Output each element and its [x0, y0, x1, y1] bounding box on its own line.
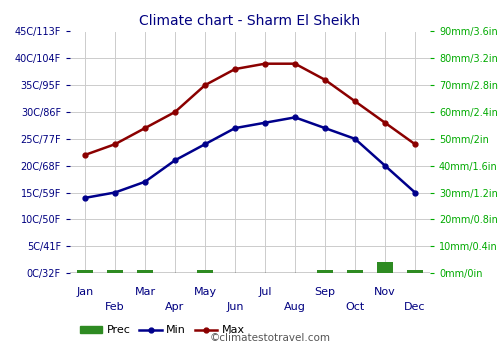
Text: Apr: Apr [166, 302, 184, 312]
Text: Jan: Jan [76, 287, 94, 298]
Text: Sep: Sep [314, 287, 336, 298]
Text: Oct: Oct [346, 302, 364, 312]
Bar [407, 270, 423, 273]
Text: ©climatestotravel.com: ©climatestotravel.com [210, 333, 331, 343]
Text: Aug: Aug [284, 302, 306, 312]
Text: Nov: Nov [374, 287, 396, 298]
Text: Dec: Dec [404, 302, 426, 312]
Bar [377, 262, 393, 273]
Text: Mar: Mar [134, 287, 156, 298]
Legend: Prec, Min, Max: Prec, Min, Max [76, 321, 249, 340]
Text: Feb: Feb [105, 302, 125, 312]
Text: Jun: Jun [226, 302, 244, 312]
Bar [317, 270, 333, 273]
Bar [77, 270, 93, 273]
Bar [107, 270, 123, 273]
Bar [137, 270, 153, 273]
Title: Climate chart - Sharm El Sheikh: Climate chart - Sharm El Sheikh [140, 14, 360, 28]
Text: May: May [194, 287, 216, 298]
Text: Jul: Jul [258, 287, 272, 298]
Bar [347, 270, 363, 273]
Bar [197, 270, 213, 273]
